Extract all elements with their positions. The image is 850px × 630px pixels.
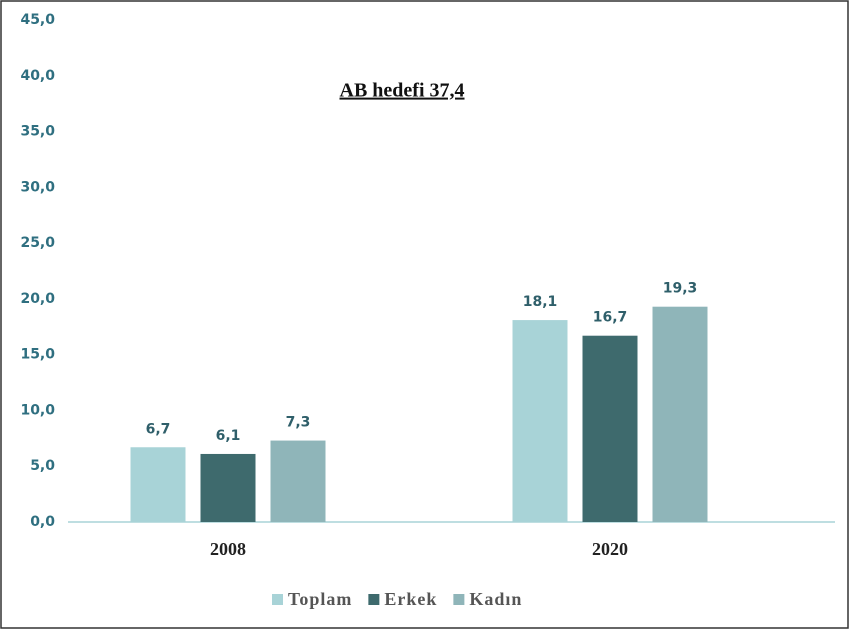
legend-swatch xyxy=(368,594,380,605)
annotation: AB hedefi 37,4 xyxy=(340,80,465,102)
value-label: 7,3 xyxy=(286,415,311,431)
y-tick-label: 30,0 xyxy=(20,179,55,195)
x-tick-label: 2008 xyxy=(210,539,246,559)
legend-label: Toplam xyxy=(288,589,352,609)
bar xyxy=(582,335,638,522)
legend-label: Kadın xyxy=(469,589,522,609)
value-label: 19,3 xyxy=(663,281,698,297)
y-tick-label: 45,0 xyxy=(20,12,55,28)
value-label: 6,7 xyxy=(146,421,171,437)
value-label: 18,1 xyxy=(523,294,558,310)
value-label: 16,7 xyxy=(593,310,628,326)
bar xyxy=(270,440,326,522)
y-tick-label: 10,0 xyxy=(20,402,55,418)
legend-swatch xyxy=(272,594,283,605)
value-label: 6,1 xyxy=(216,428,241,444)
y-tick-label: 20,0 xyxy=(20,291,55,307)
y-tick-label: 35,0 xyxy=(20,124,55,140)
bar xyxy=(652,306,708,522)
legend-swatch xyxy=(453,594,465,605)
bar xyxy=(130,447,186,522)
y-tick-label: 40,0 xyxy=(20,68,55,84)
x-tick-label: 2020 xyxy=(592,539,628,559)
y-tick-label: 15,0 xyxy=(20,347,55,363)
bar xyxy=(512,320,568,522)
bar xyxy=(200,453,256,522)
legend-label: Erkek xyxy=(384,589,437,609)
y-tick-label: 25,0 xyxy=(20,235,55,251)
y-tick-label: 0,0 xyxy=(30,514,55,530)
y-tick-label: 5,0 xyxy=(30,458,55,474)
